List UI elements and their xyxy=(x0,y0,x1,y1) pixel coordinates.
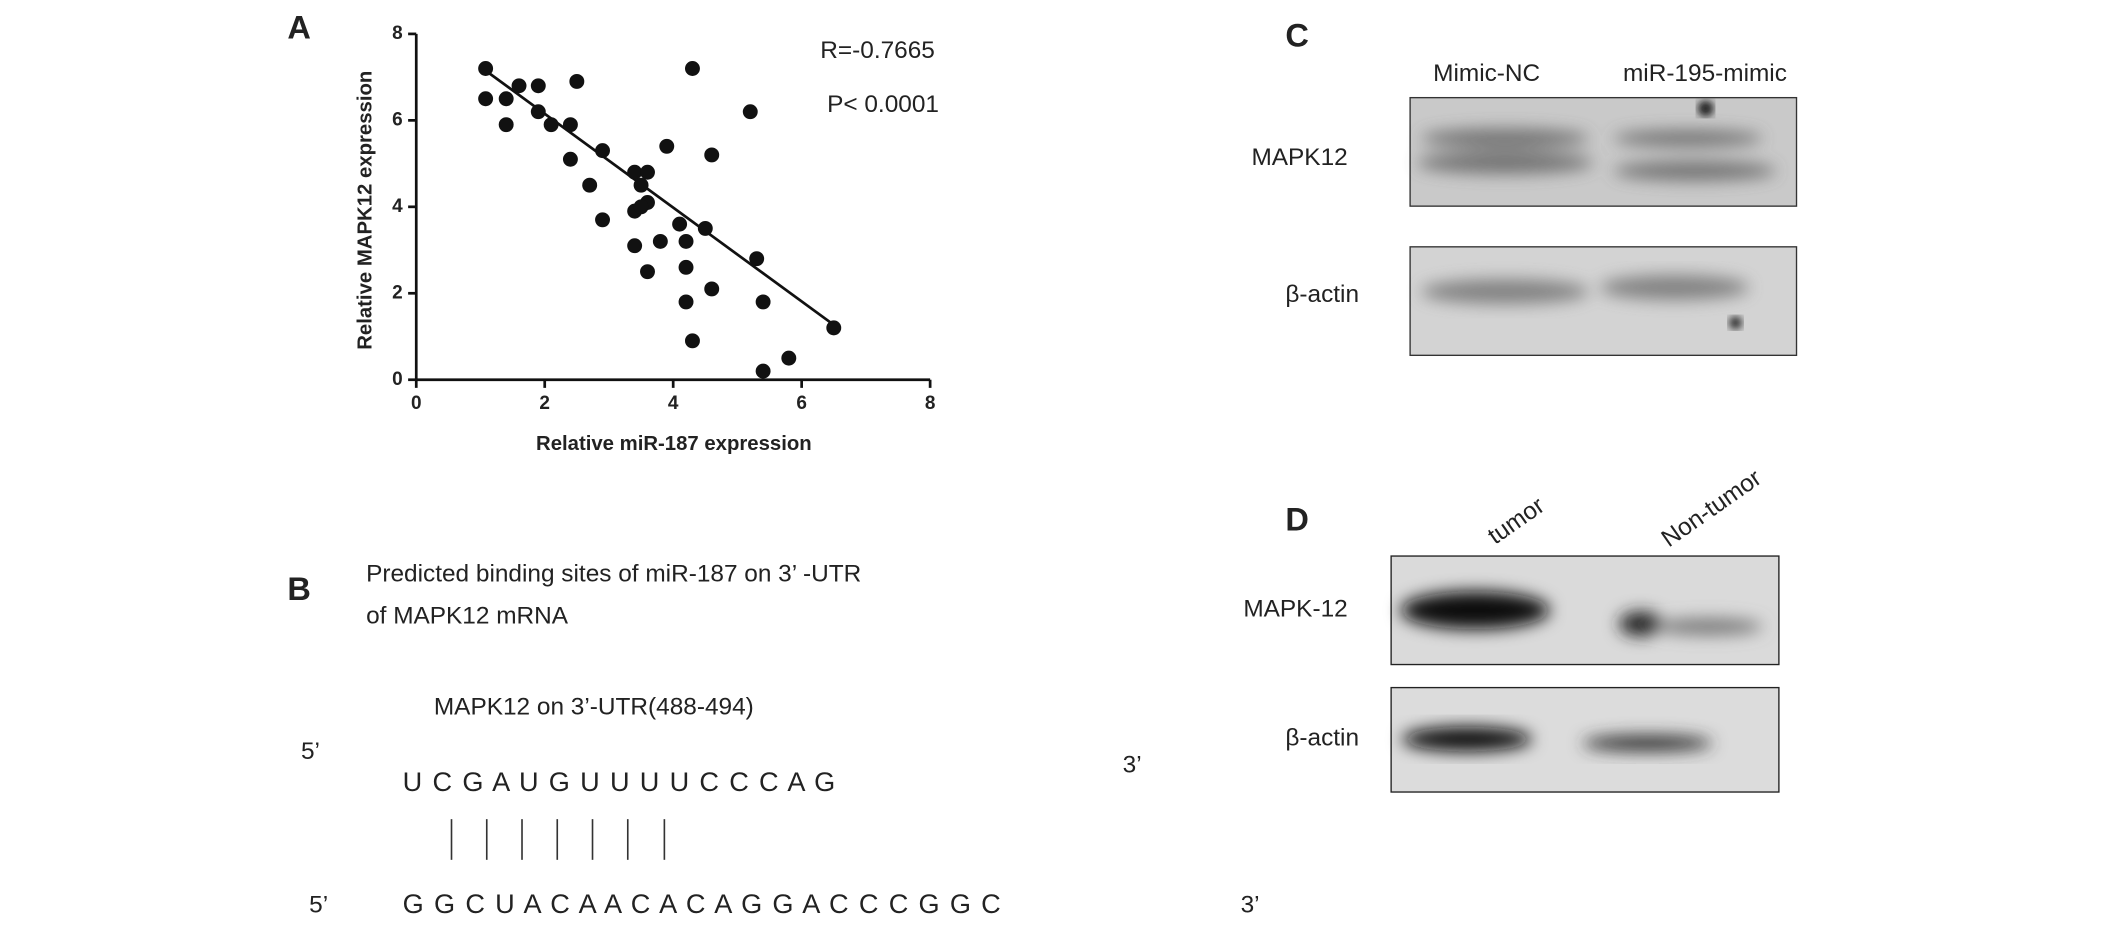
x-tick-label: 6 xyxy=(796,393,807,414)
point xyxy=(781,350,797,366)
y-tick-label: 8 xyxy=(392,23,403,44)
point xyxy=(569,73,585,89)
point xyxy=(498,91,514,107)
row-label: MAPK12 xyxy=(1251,144,1347,171)
lane-label: miR-195-mimic xyxy=(1623,60,1787,87)
blot xyxy=(1409,246,1798,357)
y-axis-label: Relative MAPK12 expression xyxy=(354,71,376,350)
point xyxy=(652,233,668,249)
point xyxy=(562,151,578,167)
y-tick-label: 6 xyxy=(392,109,403,130)
annotation: P< 0.0001 xyxy=(827,91,939,118)
x-tick-label: 0 xyxy=(411,393,422,414)
point xyxy=(478,61,494,76)
row-label: β-actin xyxy=(1285,281,1359,308)
annotation: R=-0.7665 xyxy=(820,37,935,64)
row-label: MAPK-12 xyxy=(1243,596,1347,623)
point xyxy=(498,117,514,133)
text-line: Predicted binding sites of miR-187 on 3’… xyxy=(366,560,861,587)
point xyxy=(595,143,610,159)
point xyxy=(543,117,559,133)
point xyxy=(755,294,771,310)
sequence: U C G A U G U U U U C C C A G xyxy=(403,766,837,797)
text-line: of MAPK12 mRNA xyxy=(366,603,569,630)
point xyxy=(678,233,694,249)
panel-label: B xyxy=(287,571,310,607)
blot xyxy=(1390,686,1780,793)
point xyxy=(627,164,643,180)
point xyxy=(749,251,765,267)
end-label: 5’ xyxy=(309,891,328,918)
point xyxy=(755,363,771,379)
x-tick-label: 4 xyxy=(668,393,679,414)
point xyxy=(562,117,578,133)
blot xyxy=(1390,555,1780,666)
point xyxy=(672,216,688,232)
panel-label: D xyxy=(1285,502,1308,538)
y-tick-label: 4 xyxy=(392,196,403,217)
y-tick-label: 2 xyxy=(392,282,403,303)
panel-label: A xyxy=(287,9,310,45)
point xyxy=(633,199,649,215)
point xyxy=(678,259,694,275)
site-label: MAPK12 on 3’-UTR(488-494) xyxy=(434,693,754,720)
point xyxy=(685,333,700,349)
end-label: 3’ xyxy=(1241,891,1260,918)
point xyxy=(595,212,610,228)
point xyxy=(742,104,758,120)
point xyxy=(685,61,700,76)
row-label: β-actin xyxy=(1285,725,1359,752)
scatter-plot: 0 2 4 6 8 0 2 4 6 8 xyxy=(392,23,935,414)
point xyxy=(530,104,546,120)
point xyxy=(697,220,713,236)
lane-label: Non-tumor xyxy=(1657,464,1767,552)
point xyxy=(478,91,494,107)
point xyxy=(704,281,720,297)
point xyxy=(627,238,643,254)
end-label: 3’ xyxy=(1123,752,1142,779)
x-tick-label: 2 xyxy=(539,393,550,414)
blot xyxy=(1409,96,1798,207)
y-tick-label: 0 xyxy=(392,369,403,390)
sequence: G G C U A C A A C A C A G G A C C C G G … xyxy=(403,888,1002,919)
end-label: 5’ xyxy=(301,738,320,765)
point xyxy=(633,177,649,193)
point xyxy=(826,320,842,336)
lane-label: tumor xyxy=(1483,492,1550,550)
point xyxy=(704,147,720,163)
point xyxy=(511,78,527,94)
lane-label: Mimic-NC xyxy=(1433,60,1540,87)
point xyxy=(582,177,598,193)
point xyxy=(640,264,655,280)
point xyxy=(659,138,675,154)
point xyxy=(640,164,655,180)
x-tick-label: 8 xyxy=(925,393,936,414)
point xyxy=(530,78,546,94)
point xyxy=(678,294,694,310)
panel-label: C xyxy=(1285,18,1308,54)
x-axis-label: Relative miR-187 expression xyxy=(536,433,812,455)
pairing-bars xyxy=(450,819,666,860)
